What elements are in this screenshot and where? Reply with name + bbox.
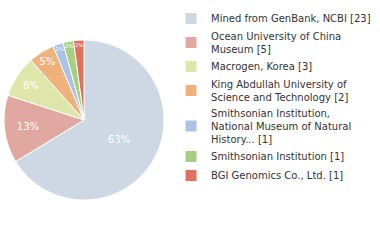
svg-text:2%: 2% [56,46,64,52]
svg-text:5%: 5% [39,56,55,67]
svg-text:Ocean University of ChinaMuseu: Ocean University of ChinaMuseum [5] [211,31,341,55]
svg-text:8%: 8% [23,80,39,91]
svg-text:2%: 2% [75,42,83,48]
svg-text:Smithsonian Institution,Nation: Smithsonian Institution,National Museum … [211,108,351,145]
svg-text:2%: 2% [65,43,73,49]
svg-text:13%: 13% [17,121,39,132]
svg-text:63%: 63% [108,134,130,145]
svg-text:Mined from GenBank, NCBI [23]: Mined from GenBank, NCBI [23] [211,13,371,24]
svg-text:King Abdullah University ofSci: King Abdullah University ofScience and T… [211,79,348,103]
svg-text:Smithsonian Institution [1]: Smithsonian Institution [1] [211,151,344,162]
svg-text:Macrogen, Korea [3]: Macrogen, Korea [3] [211,61,312,72]
svg-text:BGI Genomics Co., Ltd. [1]: BGI Genomics Co., Ltd. [1] [211,170,343,181]
